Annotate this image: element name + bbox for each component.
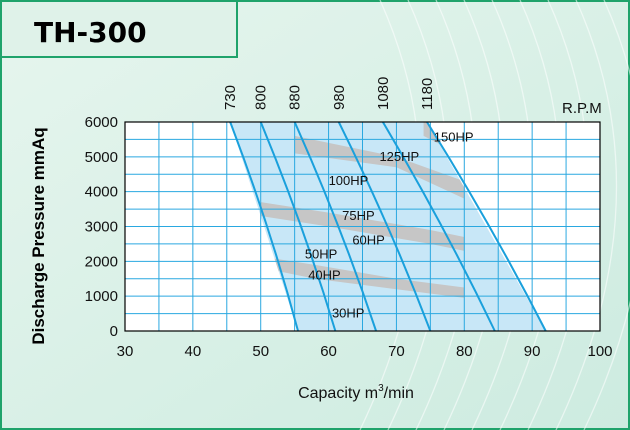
x-tick-label: 50 (252, 343, 269, 360)
speed-line-980 (337, 121, 432, 332)
x-axis-label-sup: 3 (378, 383, 384, 394)
rpm-label-980: 980 (331, 85, 348, 110)
speed-line-730 (229, 121, 300, 332)
y-tick-label: 5000 (85, 149, 118, 166)
x-tick-label: 90 (524, 343, 541, 360)
rpm-label-1180: 1180 (419, 78, 436, 110)
rpm-label-730: 730 (222, 85, 239, 110)
plot-border (124, 121, 601, 332)
chart-title: TH-300 (34, 16, 147, 49)
decor-swirl (583, 0, 630, 430)
x-axis-label-main: Capacity m (298, 385, 378, 402)
hp-label-75HP: 75HP (342, 208, 375, 223)
power-band (247, 254, 465, 298)
y-tick-label: 0 (110, 323, 118, 340)
speed-lines (229, 121, 547, 332)
hp-label-150HP: 150HP (434, 130, 474, 145)
x-axis-label: Capacity m3/min (298, 383, 414, 402)
hp-label-125HP: 125HP (379, 149, 419, 164)
speed-line-1180 (426, 121, 547, 332)
x-axis-label-tail: /min (384, 385, 414, 402)
y-tick-label: 3000 (85, 219, 118, 236)
y-tick-label: 2000 (85, 253, 118, 270)
hp-label-40HP: 40HP (308, 267, 341, 282)
y-axis-label: Discharge Pressure mmAq (29, 127, 48, 344)
grid-lines (125, 122, 600, 331)
hp-label-100HP: 100HP (329, 173, 369, 188)
x-tick-label: 60 (320, 343, 337, 360)
y-tick-label: 4000 (85, 184, 118, 201)
hp-label-50HP: 50HP (305, 246, 338, 261)
x-tick-label: 70 (388, 343, 405, 360)
rpm-unit-label: R.P.M (562, 100, 602, 117)
hp-label-30HP: 30HP (332, 306, 365, 321)
x-tick-label: 80 (456, 343, 473, 360)
hp-labels: 150HP 125HP 100HP 75HP 60HP 50HP 40HP 30HP (305, 130, 474, 321)
speed-line-800 (259, 121, 337, 332)
x-tick-labels: 30 40 50 60 70 80 90 100 (117, 343, 613, 360)
speed-line-880 (293, 121, 378, 332)
y-tick-label: 6000 (85, 114, 118, 131)
x-tick-label: 40 (185, 343, 202, 360)
x-tick-label: 100 (587, 343, 612, 360)
hp-label-60HP: 60HP (352, 232, 385, 247)
rpm-label-1080: 1080 (375, 77, 392, 110)
rpm-label-800: 800 (253, 85, 270, 110)
title-box (0, 0, 238, 58)
speed-line-1080 (381, 121, 496, 332)
y-tick-label: 1000 (85, 288, 118, 305)
decor-swirl (555, 0, 618, 430)
power-band (294, 135, 465, 199)
y-tick-labels: 0 1000 2000 3000 4000 5000 6000 (85, 114, 118, 340)
rpm-labels: 730 800 880 980 1080 1180 (222, 77, 436, 110)
x-tick-label: 30 (117, 343, 134, 360)
rpm-label-880: 880 (287, 85, 304, 110)
